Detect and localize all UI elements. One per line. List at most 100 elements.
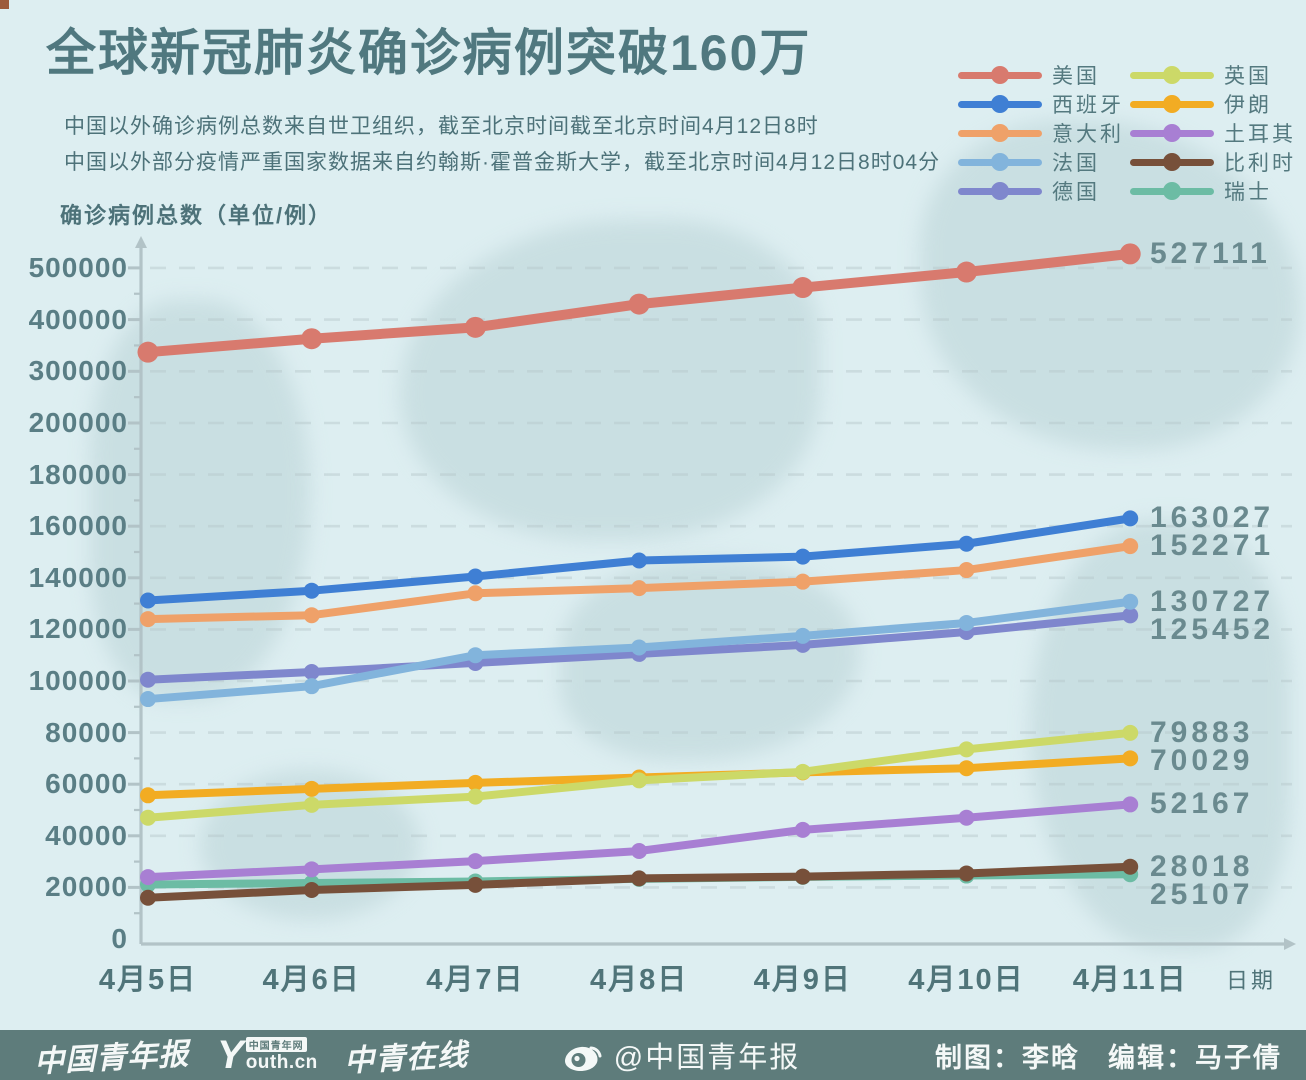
end-value-label-52167: 52167 (1150, 787, 1254, 821)
data-point-比利时 (140, 889, 156, 906)
legend-item-美国: 美国 (958, 60, 1124, 89)
weibo-handle: @中国青年报 (613, 1042, 801, 1074)
data-point-西班牙 (140, 592, 156, 609)
legend-item-意大利: 意大利 (958, 118, 1124, 147)
data-point-土耳其 (303, 861, 320, 878)
y-tick-label-40000: 40000 (45, 819, 128, 851)
map-watermark-blob (90, 300, 310, 700)
y-tick-label-0: 0 (111, 923, 128, 954)
youth-cn-logo: Y 中国青年网 outh.cn (217, 1035, 318, 1075)
data-point-英国 (794, 763, 811, 780)
data-point-土耳其 (794, 821, 811, 838)
legend-item-瑞士: 瑞士 (1130, 176, 1296, 205)
data-point-英国 (958, 741, 975, 758)
data-point-意大利 (631, 580, 648, 597)
y-tick-label-300000: 300000 (28, 355, 128, 387)
y-tick-label-180000: 180000 (28, 458, 128, 490)
data-point-土耳其 (631, 843, 648, 860)
end-value-label-130727: 130727 (1150, 584, 1275, 618)
data-point-英国 (303, 796, 320, 813)
data-point-法国 (794, 627, 811, 644)
legend-column-2: 英国 伊朗 土耳其 比利时 瑞士 (1130, 60, 1296, 205)
legend-swatch-icon (1130, 123, 1214, 142)
data-point-西班牙 (794, 548, 811, 565)
credits: 制图：李晗 编辑：马子倩 (935, 1036, 1282, 1075)
corner-mark (0, 0, 9, 9)
youth-cn-text: outh.cn (245, 1051, 318, 1073)
china-youth-daily-logo: 中国青年报 (33, 1037, 190, 1080)
data-point-西班牙 (958, 535, 975, 552)
data-point-比利时 (303, 881, 320, 898)
legend-label: 土耳其 (1224, 122, 1296, 146)
legend-label: 伊朗 (1224, 93, 1272, 117)
y-tick-label-20000: 20000 (45, 871, 128, 903)
data-point-法国 (140, 691, 156, 708)
legend-label: 瑞士 (1224, 180, 1272, 204)
end-value-label-527111: 527111 (1150, 236, 1271, 270)
legend-swatch-icon (958, 152, 1042, 171)
data-point-意大利 (1122, 538, 1139, 555)
data-point-德国 (140, 671, 156, 688)
x-axis-title: 日期 (1226, 968, 1277, 993)
data-point-英国 (140, 809, 156, 826)
legend-swatch-icon (958, 65, 1042, 84)
data-point-比利时 (1122, 858, 1139, 875)
y-tick-label-400000: 400000 (28, 303, 128, 335)
data-point-法国 (631, 639, 648, 656)
y-tick-label-60000: 60000 (45, 768, 128, 800)
legend-swatch-icon (958, 123, 1042, 142)
data-point-美国 (792, 277, 814, 299)
weibo-icon (564, 1046, 602, 1071)
data-point-伊朗 (1122, 750, 1139, 767)
y-tick-label-140000: 140000 (28, 561, 128, 593)
data-point-美国 (301, 328, 323, 350)
end-value-label-152271: 152271 (1150, 529, 1275, 563)
legend-label: 意大利 (1052, 122, 1124, 146)
youth-badge: 中国青年网 (245, 1036, 307, 1052)
data-point-比利时 (958, 865, 975, 882)
data-point-法国 (467, 647, 484, 664)
data-point-比利时 (467, 876, 484, 893)
legend-swatch-icon (1130, 65, 1214, 84)
legend-label: 德国 (1052, 180, 1100, 204)
data-point-土耳其 (467, 853, 484, 870)
end-value-label-25107: 25107 (1150, 877, 1254, 911)
x-tick-label-2: 4月6日 (262, 964, 361, 996)
data-point-土耳其 (1122, 796, 1139, 813)
subtitle-line-2: 中国以外部分疫情严重国家数据来自约翰斯·霍普金斯大学，截至北京时间4月12日8时… (64, 151, 941, 174)
x-tick-label-6: 4月10日 (908, 964, 1025, 996)
legend-label: 法国 (1052, 151, 1100, 175)
y-tick-label-120000: 120000 (28, 613, 128, 645)
y-tick-label-200000: 200000 (28, 407, 128, 438)
data-point-英国 (467, 788, 484, 805)
data-point-英国 (1122, 724, 1139, 741)
data-point-美国 (956, 261, 977, 283)
legend-swatch-icon (1130, 181, 1214, 200)
data-point-伊朗 (140, 787, 156, 804)
legend-swatch-icon (1130, 152, 1214, 171)
credit-design: 制图：李晗 (935, 1042, 1080, 1073)
end-value-label-70029: 70029 (1150, 743, 1254, 777)
data-point-意大利 (303, 607, 320, 624)
data-point-西班牙 (303, 582, 320, 599)
zhongqing-online-logo: 中青在线 (343, 1038, 469, 1079)
x-tick-label-1: 4月5日 (98, 964, 198, 996)
data-point-法国 (303, 678, 320, 695)
map-watermark-blob (920, 120, 1300, 450)
data-point-比利时 (631, 870, 648, 887)
y-axis-unit-label: 确诊病例总数（单位/例） (60, 203, 333, 228)
legend-label: 比利时 (1224, 151, 1296, 175)
youth-logo-y: Y (217, 1033, 244, 1077)
end-value-label-79883: 79883 (1150, 715, 1254, 749)
data-point-意大利 (958, 562, 975, 579)
data-point-德国 (303, 663, 320, 680)
end-value-label-125452: 125452 (1150, 612, 1275, 646)
data-point-土耳其 (958, 809, 975, 826)
data-point-法国 (958, 614, 975, 631)
x-tick-label-5: 4月9日 (753, 964, 852, 996)
legend-item-比利时: 比利时 (1130, 147, 1296, 176)
data-point-英国 (631, 772, 648, 789)
data-point-意大利 (467, 585, 484, 602)
